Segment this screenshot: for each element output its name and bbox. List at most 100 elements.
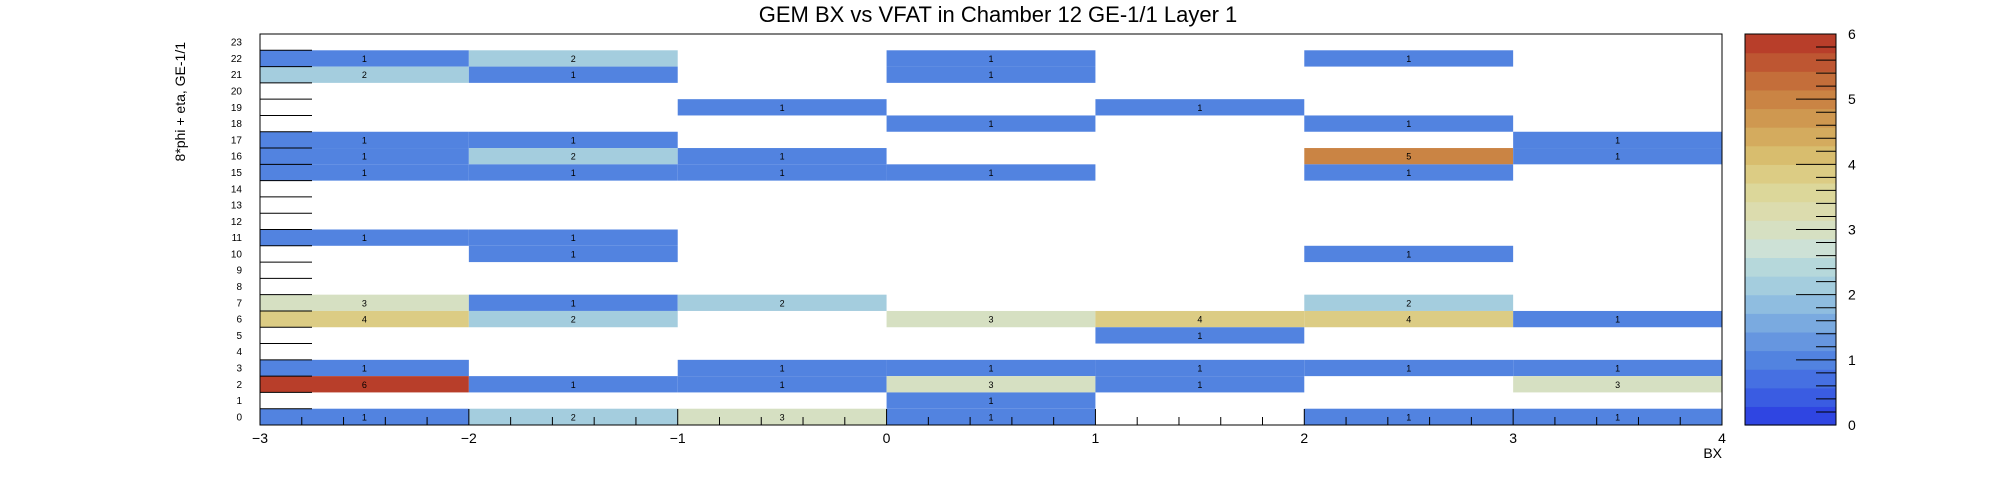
heatmap-cell	[677, 294, 887, 311]
cell-value-label: 3	[780, 412, 785, 422]
colorbar-segment	[1745, 220, 1836, 240]
y-axis-label: 8*phi + eta, GE-1/1	[172, 42, 188, 162]
heatmap-cell	[468, 229, 678, 246]
cell-value-label: 2	[571, 152, 576, 162]
colorbar-segment	[1745, 52, 1836, 72]
cell-value-label: 3	[988, 380, 993, 390]
heatmap-cell	[1304, 164, 1514, 181]
cell-value-label: 5	[1406, 152, 1411, 162]
cell-value-label: 2	[1406, 298, 1411, 308]
colorbar-segment	[1745, 276, 1836, 296]
cell-value-label: 1	[1406, 249, 1411, 259]
cell-value-label: 1	[988, 70, 993, 80]
x-tick-label: −1	[670, 430, 686, 446]
y-tick-label: 3	[236, 363, 242, 374]
colorbar-tick-label: 2	[1848, 287, 1856, 303]
y-tick-label: 5	[236, 331, 242, 342]
heatmap-cell	[468, 50, 678, 67]
heatmap-cell	[260, 229, 469, 246]
heatmap-cell	[1095, 376, 1305, 393]
heatmap-cell	[260, 164, 469, 181]
colorbar-tick-label: 5	[1848, 91, 1856, 107]
heatmap-cell	[886, 392, 1096, 409]
y-tick-label: 8	[236, 282, 242, 293]
cell-value-label: 4	[1406, 315, 1411, 325]
y-tick-label: 19	[231, 103, 243, 114]
cell-value-label: 1	[1197, 331, 1202, 341]
cell-value-label: 1	[1615, 152, 1620, 162]
y-tick-label: 20	[231, 87, 243, 98]
colorbar-segment	[1745, 350, 1836, 370]
heatmap-cell	[260, 148, 469, 165]
heatmap-cell	[468, 148, 678, 165]
heatmap-cell	[1304, 408, 1514, 425]
y-tick-label: 18	[231, 119, 243, 130]
x-tick-label: 2	[1300, 430, 1308, 446]
x-tick-label: −2	[461, 430, 477, 446]
cell-value-label: 1	[571, 380, 576, 390]
cell-value-label: 1	[362, 233, 367, 243]
colorbar-segment	[1745, 369, 1836, 389]
cell-value-label: 2	[571, 54, 576, 64]
cell-value-label: 1	[1406, 119, 1411, 129]
cell-value-label: 1	[780, 152, 785, 162]
heatmap-cell	[677, 408, 887, 425]
heatmap-cell	[468, 131, 678, 149]
y-tick-label: 2	[236, 380, 242, 391]
cell-value-label: 3	[1615, 380, 1620, 390]
cell-value-label: 1	[571, 298, 576, 308]
cell-value-label: 1	[780, 103, 785, 113]
cell-value-label: 6	[362, 380, 367, 390]
cell-value-label: 2	[571, 315, 576, 325]
colorbar-segment	[1745, 406, 1836, 426]
heatmap-cell	[1304, 359, 1514, 377]
cell-value-label: 3	[988, 315, 993, 325]
cell-value-label: 1	[780, 168, 785, 178]
cell-value-label: 1	[1406, 168, 1411, 178]
colorbar-segment	[1745, 34, 1836, 54]
heatmap-cell	[260, 359, 469, 377]
heatmap-cell	[677, 359, 887, 377]
heatmap-cell	[1304, 294, 1514, 311]
cell-value-label: 1	[571, 249, 576, 259]
heatmap-cell	[468, 164, 678, 181]
chart-title: GEM BX vs VFAT in Chamber 12 GE-1/1 Laye…	[759, 2, 1238, 27]
colorbar-tick-label: 0	[1848, 417, 1856, 433]
cell-value-label: 1	[362, 135, 367, 145]
heatmap-cell	[468, 245, 678, 263]
cell-value-label: 1	[571, 70, 576, 80]
cell-value-label: 1	[362, 412, 367, 422]
y-tick-label: 11	[232, 233, 243, 244]
x-tick-label: 3	[1509, 430, 1517, 446]
cell-value-label: 1	[362, 168, 367, 178]
x-tick-label: 4	[1718, 430, 1726, 446]
heatmap-cell	[260, 376, 469, 393]
heatmap-cell	[260, 310, 469, 328]
heatmap-cell	[468, 294, 678, 311]
colorbar-segment	[1745, 331, 1836, 352]
colorbar-segment	[1745, 387, 1836, 407]
cell-value-label: 1	[780, 380, 785, 390]
cell-value-label: 1	[988, 412, 993, 422]
cell-value-label: 1	[1406, 412, 1411, 422]
cell-value-label: 1	[988, 363, 993, 373]
heatmap-cell	[1095, 99, 1305, 116]
cell-value-label: 1	[571, 233, 576, 243]
cell-value-label: 2	[362, 70, 367, 80]
cell-value-label: 1	[1406, 54, 1411, 64]
cell-value-label: 1	[1615, 363, 1620, 373]
cell-value-label: 1	[988, 119, 993, 129]
cell-value-label: 1	[362, 363, 367, 373]
cell-value-label: 1	[1615, 412, 1620, 422]
heatmap-cell	[468, 310, 678, 328]
heatmap-cell	[1513, 131, 1722, 149]
y-tick-label: 14	[231, 184, 243, 195]
cell-value-label: 1	[362, 54, 367, 64]
colorbar-segment	[1745, 164, 1836, 184]
heatmap-cell	[677, 164, 887, 181]
y-tick-label: 6	[236, 315, 242, 326]
heatmap-cell	[260, 294, 469, 311]
y-tick-label: 13	[231, 201, 243, 212]
heatmap-cell	[260, 408, 469, 425]
heatmap-cell	[886, 359, 1096, 377]
